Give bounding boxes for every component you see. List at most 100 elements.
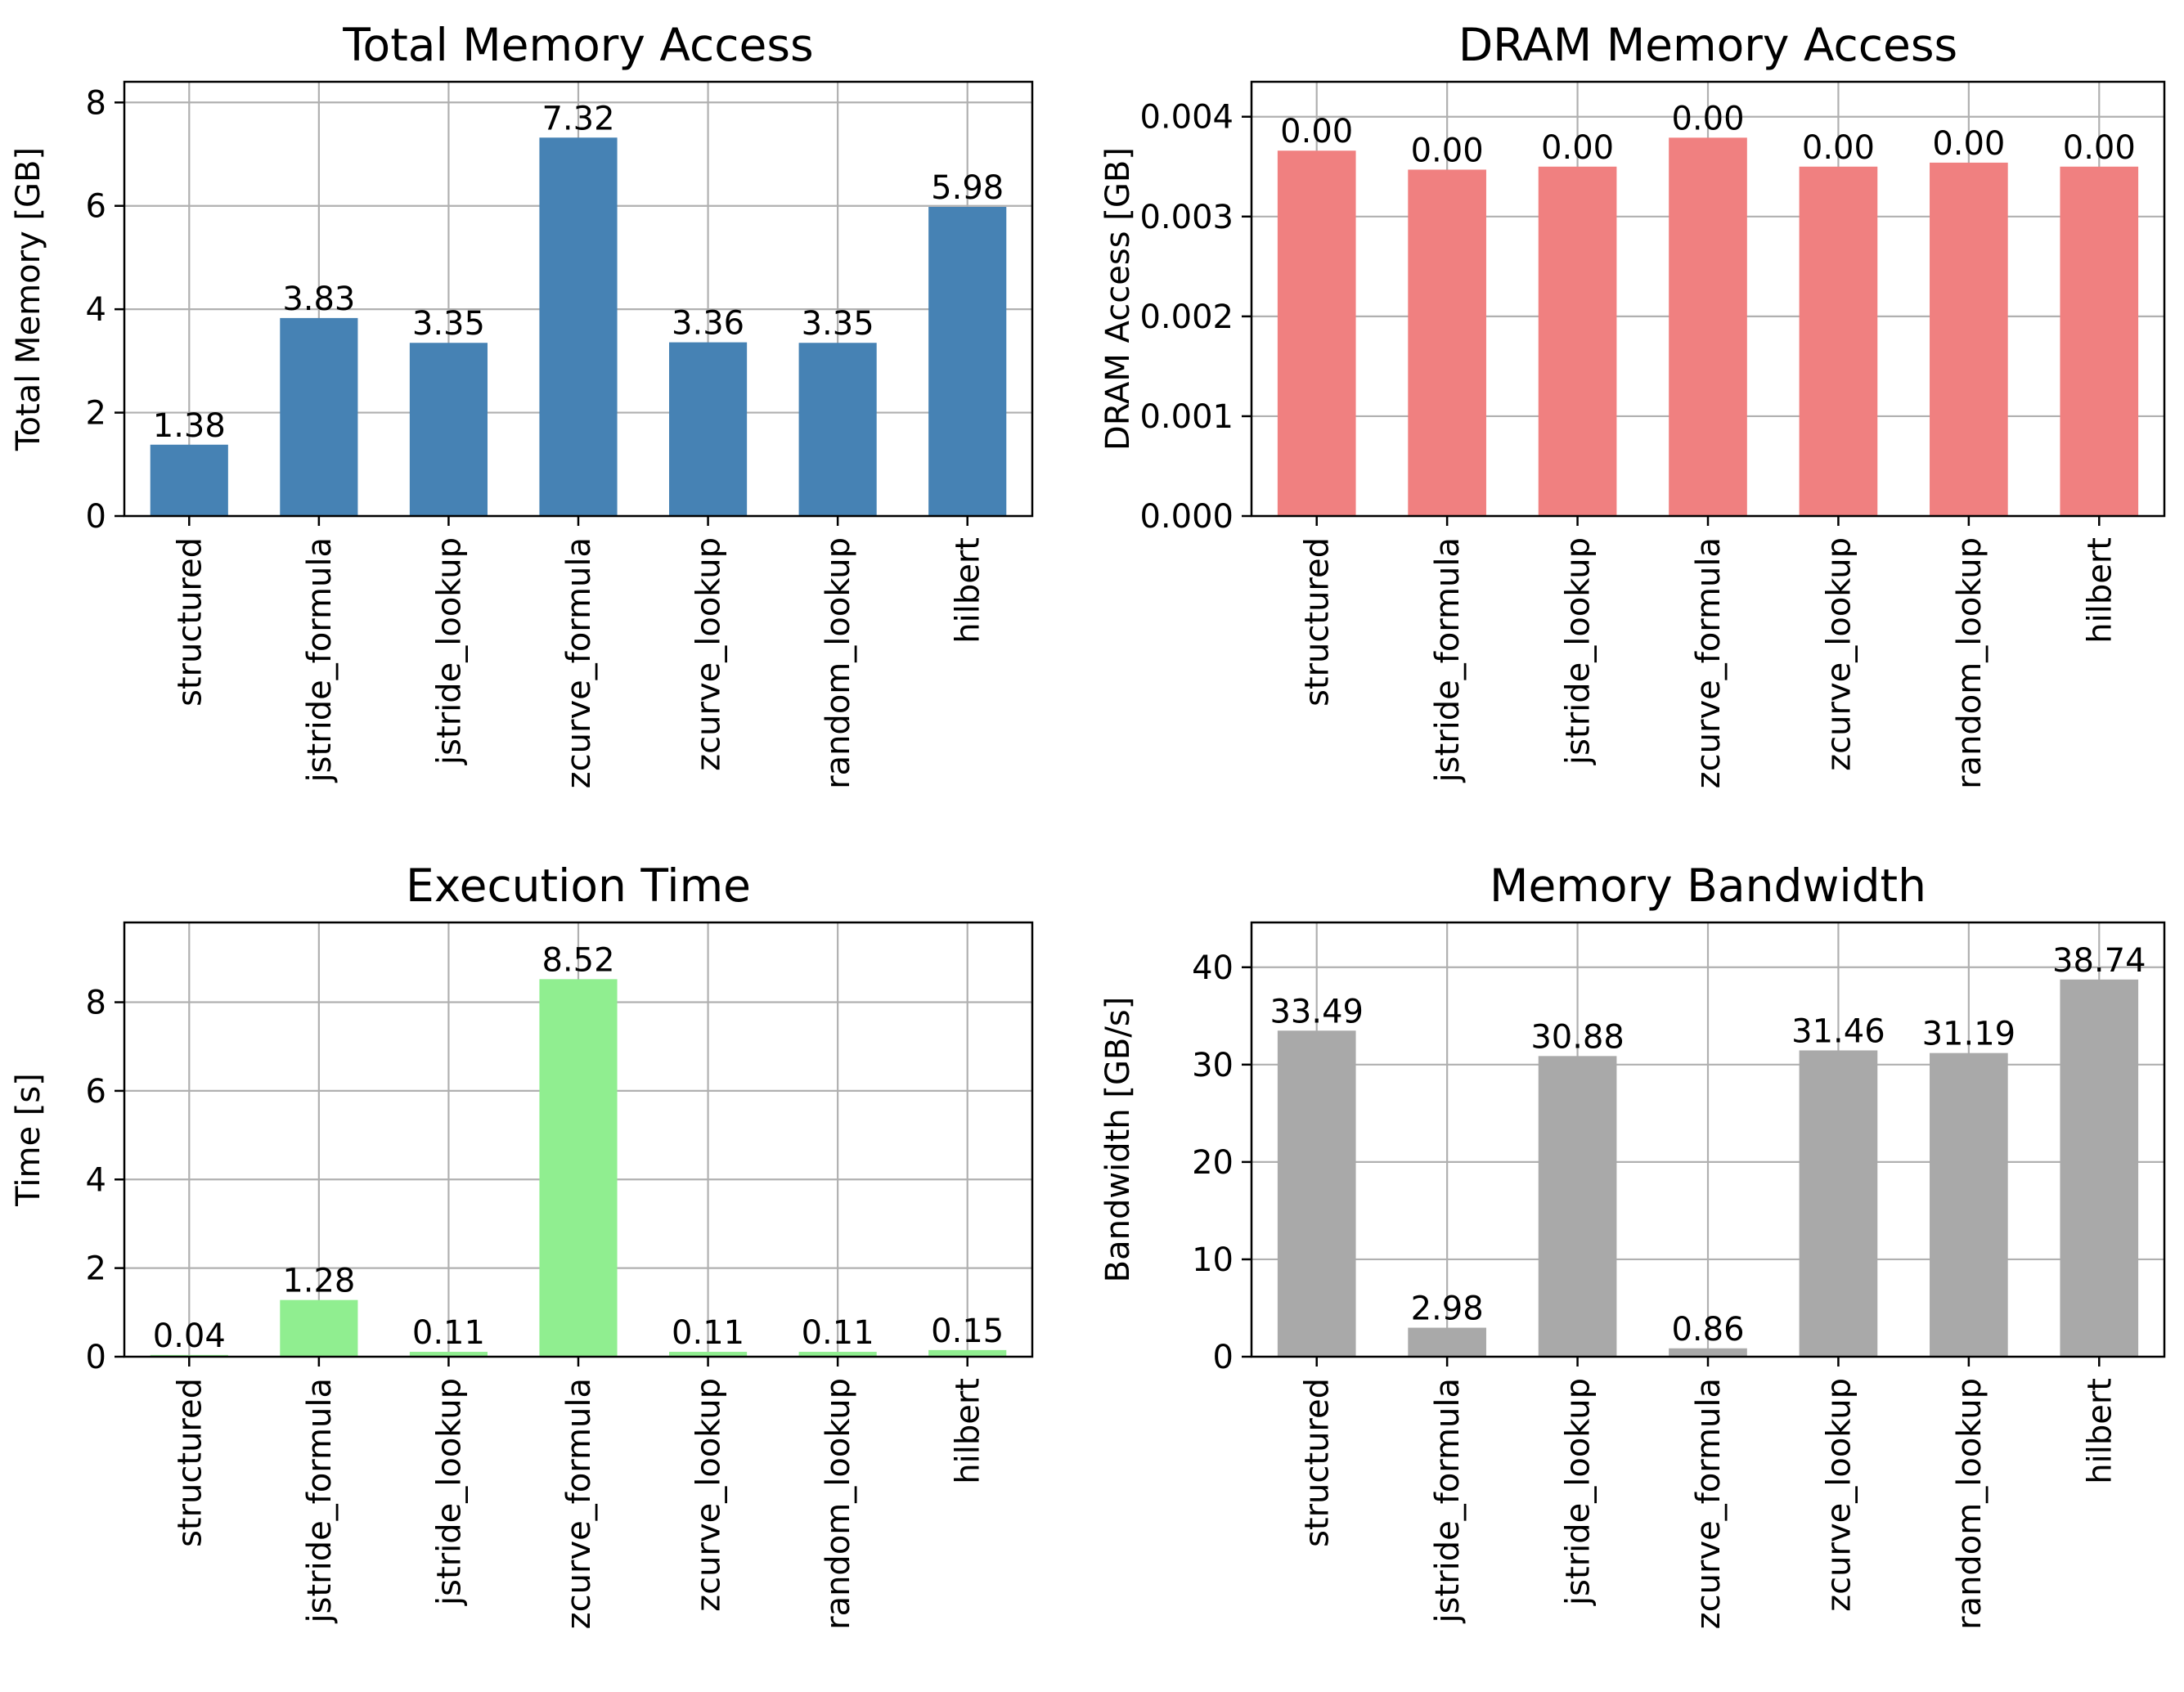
y-tick-label: 8: [86, 84, 106, 122]
bar-zcurve_formula: [1669, 1348, 1747, 1357]
bar-zcurve_formula: [1669, 137, 1747, 516]
x-tick-label: structured: [1299, 1378, 1337, 1547]
chart-title: Execution Time: [406, 859, 751, 912]
x-tick-label: structured: [1299, 537, 1337, 707]
y-tick-label: 0.000: [1139, 498, 1234, 536]
y-tick-label: 4: [86, 291, 106, 329]
y-axis-label: Bandwidth [GB/s]: [1099, 997, 1137, 1283]
y-tick-label: 8: [86, 985, 106, 1022]
data-label: 0.00: [2063, 129, 2136, 167]
x-tick-label: zcurve_lookup: [1820, 1378, 1858, 1612]
y-tick-label: 40: [1192, 949, 1234, 987]
chart-panel-4: 33.49 2.98 30.88 0.86 31.46 31.19 38.74 0 10 20 30…: [1099, 859, 2166, 1630]
y-tick-label: 0.002: [1139, 298, 1234, 336]
x-tick-label: jstride_lookup: [1560, 1378, 1598, 1606]
x-tick-label: jstride_lookup: [430, 1378, 468, 1606]
data-label: 3.35: [412, 305, 485, 343]
data-label: 30.88: [1530, 1018, 1625, 1056]
y-tick-label: 0: [1213, 1339, 1234, 1376]
bar-structured: [1277, 150, 1356, 516]
bar-hilbert: [928, 1349, 1007, 1357]
data-label: 33.49: [1270, 993, 1364, 1030]
data-label: 1.28: [282, 1263, 355, 1300]
x-tick-label: zcurve_lookup: [690, 1378, 728, 1612]
y-tick-label: 2: [86, 395, 106, 433]
data-label: 0.15: [931, 1313, 1004, 1350]
data-label: 1.38: [153, 407, 226, 445]
data-label: 0.00: [1671, 100, 1744, 137]
y-axis-label: DRAM Access [GB]: [1099, 147, 1137, 451]
x-tick-label: jstride_formula: [301, 1378, 339, 1623]
chart-panel-3: 0.04 1.28 0.11 8.52 0.11 0.11 0.15 0 2 4 6 8 structu…: [10, 859, 1034, 1630]
y-tick-label: 0: [86, 1339, 106, 1376]
x-tick-label: hilbert: [950, 537, 987, 644]
data-label: 38.74: [2052, 942, 2146, 980]
y-tick-label: 2: [86, 1250, 106, 1288]
y-axis-label: Time [s]: [10, 1073, 47, 1207]
x-tick-label: zcurve_lookup: [1820, 537, 1858, 771]
bar-jstride_formula: [1408, 1327, 1486, 1357]
bar-random_lookup: [1930, 1052, 2008, 1357]
bar-hilbert: [2060, 166, 2139, 517]
bar-zcurve_lookup: [1799, 1050, 1878, 1357]
x-tick-label: jstride_lookup: [1560, 537, 1598, 765]
data-label: 31.19: [1922, 1016, 2016, 1053]
bar-jstride_lookup: [1538, 166, 1617, 517]
data-label: 0.11: [672, 1314, 744, 1352]
bar-structured: [1277, 1030, 1356, 1357]
data-label: 0.00: [1932, 125, 2005, 163]
bar-zcurve_lookup: [1799, 166, 1878, 517]
bar-jstride_formula: [280, 1299, 358, 1357]
chart-title: Memory Bandwidth: [1490, 859, 1926, 912]
bar-random_lookup: [1930, 162, 2008, 516]
bar-hilbert: [2060, 979, 2139, 1357]
data-label: 3.35: [802, 305, 874, 343]
y-tick-label: 0.001: [1139, 398, 1234, 436]
data-label: 0.86: [1671, 1311, 1744, 1349]
data-label: 0.00: [1541, 129, 1614, 167]
bar-jstride_lookup: [409, 343, 488, 516]
x-tick-label: hilbert: [2081, 1378, 2119, 1484]
x-tick-label: zcurve_formula: [560, 537, 598, 788]
bar-zcurve_lookup: [669, 1352, 748, 1357]
y-tick-label: 10: [1192, 1241, 1234, 1279]
x-tick-label: random_lookup: [1951, 537, 1989, 789]
bar-structured: [150, 444, 228, 516]
chart-title: DRAM Memory Access: [1458, 19, 1957, 71]
bar-zcurve_formula: [539, 137, 618, 516]
x-tick-label: random_lookup: [1951, 1378, 1989, 1630]
chart-title: Total Memory Access: [342, 19, 813, 71]
x-tick-label: jstride_formula: [1429, 537, 1467, 783]
x-tick-label: hilbert: [950, 1378, 987, 1484]
y-tick-label: 0.003: [1139, 199, 1234, 236]
x-tick-label: structured: [171, 537, 209, 707]
bar-jstride_formula: [280, 317, 358, 516]
chart-panel-2: 0.00 0.00 0.00 0.00 0.00 0.00 0.00 0.000 0.001 0.…: [1099, 19, 2166, 789]
x-tick-label: zcurve_formula: [1690, 537, 1728, 788]
x-tick-label: zcurve_formula: [1690, 1378, 1728, 1629]
bar-zcurve_lookup: [669, 342, 748, 516]
data-label: 0.11: [412, 1314, 485, 1352]
bar-jstride_lookup: [1538, 1056, 1617, 1357]
y-axis-label: Total Memory [GB]: [10, 147, 47, 451]
data-label: 0.11: [802, 1314, 874, 1352]
bar-zcurve_formula: [539, 979, 618, 1357]
y-tick-label: 20: [1192, 1144, 1234, 1182]
data-label: 5.98: [931, 169, 1004, 207]
data-label: 31.46: [1791, 1012, 1885, 1050]
bar-random_lookup: [798, 343, 877, 516]
y-tick-label: 6: [86, 1073, 106, 1111]
x-tick-label: random_lookup: [820, 537, 857, 789]
data-label: 2.98: [1411, 1290, 1484, 1328]
x-tick-label: jstride_lookup: [430, 537, 468, 765]
x-tick-label: hilbert: [2081, 537, 2119, 644]
data-label: 0.00: [1802, 129, 1875, 167]
bar-random_lookup: [798, 1352, 877, 1357]
data-label: 7.32: [542, 100, 614, 137]
data-label: 0.00: [1411, 132, 1484, 169]
chart-panel-1: 1.38 3.83 3.35 7.32 3.36 3.35 5.98 0 2 4 6 8 structu…: [10, 19, 1034, 789]
x-tick-label: jstride_formula: [301, 537, 339, 783]
data-label: 0.04: [153, 1317, 226, 1355]
x-tick-label: zcurve_formula: [560, 1378, 598, 1629]
